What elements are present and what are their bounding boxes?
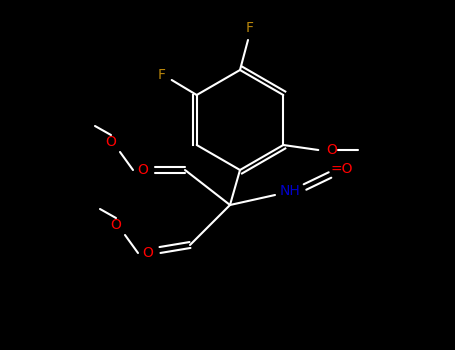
Text: F: F (158, 68, 166, 82)
Text: O: O (106, 135, 116, 149)
Text: NH: NH (280, 184, 300, 198)
Text: O: O (111, 218, 121, 232)
Text: O: O (137, 163, 148, 177)
Text: =O: =O (331, 162, 353, 176)
Text: O: O (142, 246, 153, 260)
Text: O: O (326, 143, 337, 157)
Text: F: F (246, 21, 254, 35)
